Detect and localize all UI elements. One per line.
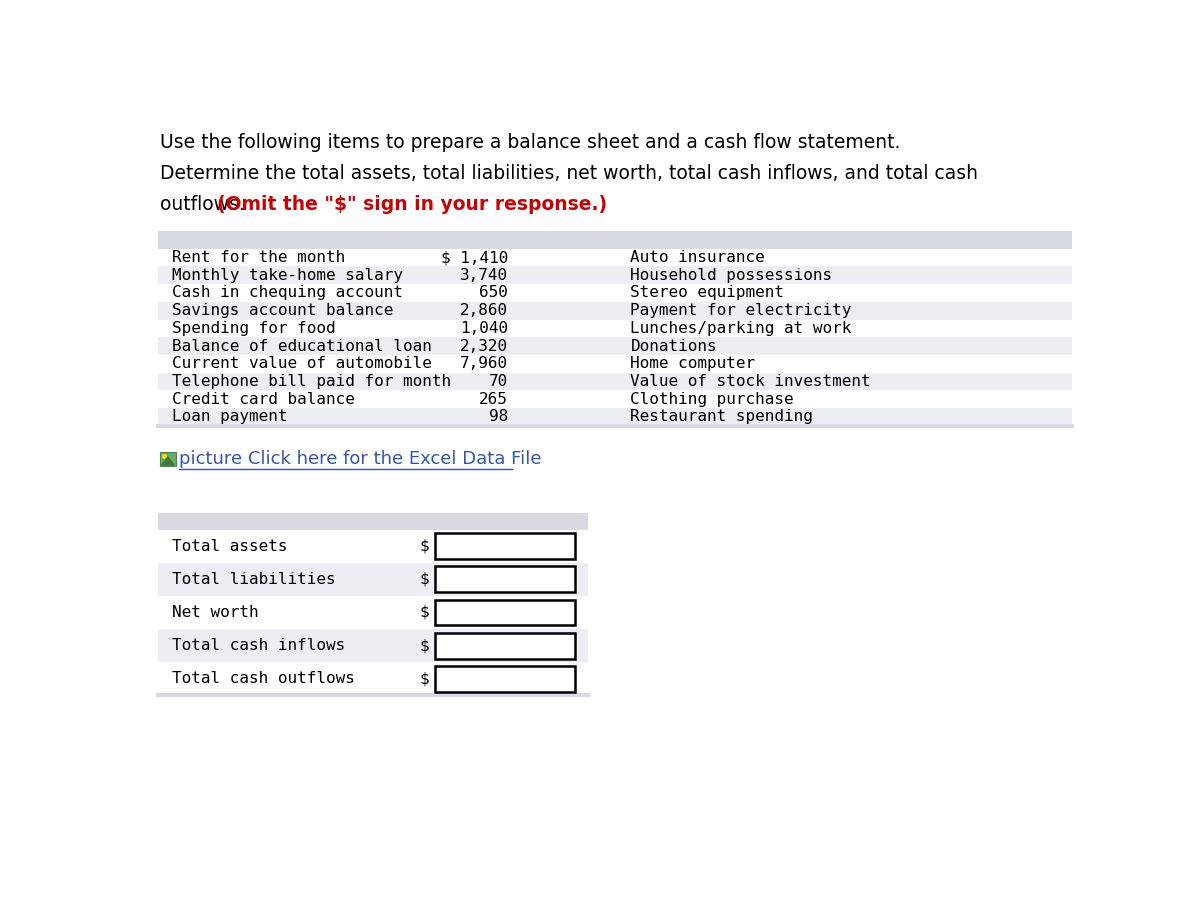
Text: $: $ xyxy=(420,638,430,653)
Text: Total cash inflows: Total cash inflows xyxy=(172,638,344,653)
Text: Telephone bill paid for month: Telephone bill paid for month xyxy=(172,374,451,389)
Text: Total assets: Total assets xyxy=(172,539,287,554)
Text: Determine the total assets, total liabilities, net worth, total cash inflows, an: Determine the total assets, total liabil… xyxy=(160,164,978,183)
Text: Stereo equipment: Stereo equipment xyxy=(630,286,785,301)
Bar xyxy=(436,600,575,625)
Text: 70: 70 xyxy=(488,374,508,389)
Text: Spending for food: Spending for food xyxy=(172,321,335,336)
Text: Lunches/parking at work: Lunches/parking at work xyxy=(630,321,852,336)
Bar xyxy=(157,284,1073,302)
Text: 2,320: 2,320 xyxy=(460,339,508,354)
Bar xyxy=(436,567,575,593)
Text: Net worth: Net worth xyxy=(172,605,258,620)
Text: Credit card balance: Credit card balance xyxy=(172,392,354,407)
Text: Restaurant spending: Restaurant spending xyxy=(630,409,814,425)
Bar xyxy=(436,633,575,658)
Text: outflows.: outflows. xyxy=(160,195,251,214)
Text: Home computer: Home computer xyxy=(630,357,756,371)
Text: Savings account balance: Savings account balance xyxy=(172,304,394,318)
Bar xyxy=(160,452,175,466)
Text: Current value of automobile: Current value of automobile xyxy=(172,357,432,371)
Text: Use the following items to prepare a balance sheet and a cash flow statement.: Use the following items to prepare a bal… xyxy=(160,133,900,152)
Text: $: $ xyxy=(420,572,430,587)
Text: Monthly take-home salary: Monthly take-home salary xyxy=(172,268,403,283)
Bar xyxy=(157,338,1073,355)
Text: picture Click here for the Excel Data File: picture Click here for the Excel Data Fi… xyxy=(179,450,541,468)
Text: $: $ xyxy=(420,605,430,620)
Text: 1,040: 1,040 xyxy=(460,321,508,336)
Text: $: $ xyxy=(420,671,430,686)
Text: Value of stock investment: Value of stock investment xyxy=(630,374,871,389)
Text: Auto insurance: Auto insurance xyxy=(630,250,766,265)
Text: 98: 98 xyxy=(488,409,508,425)
Text: Cash in chequing account: Cash in chequing account xyxy=(172,286,403,301)
Text: Payment for electricity: Payment for electricity xyxy=(630,304,852,318)
Text: Clothing purchase: Clothing purchase xyxy=(630,392,794,407)
Bar xyxy=(157,530,588,563)
Text: Household possessions: Household possessions xyxy=(630,268,833,283)
Text: 265: 265 xyxy=(479,392,508,407)
Text: 7,960: 7,960 xyxy=(460,357,508,371)
Text: $ 1,410: $ 1,410 xyxy=(440,250,508,265)
Bar xyxy=(157,629,588,662)
Text: $: $ xyxy=(420,539,430,554)
Polygon shape xyxy=(162,457,174,465)
Bar xyxy=(436,533,575,559)
Text: Total cash outflows: Total cash outflows xyxy=(172,671,354,686)
Text: Total liabilities: Total liabilities xyxy=(172,572,335,587)
Bar xyxy=(157,563,588,596)
Bar xyxy=(157,267,1073,284)
Bar xyxy=(436,665,575,691)
Bar xyxy=(157,662,588,695)
Bar xyxy=(157,231,1073,249)
Bar xyxy=(157,513,588,530)
Text: 650: 650 xyxy=(479,286,508,301)
Text: (Omit the "$" sign in your response.): (Omit the "$" sign in your response.) xyxy=(217,195,607,214)
Text: 2,860: 2,860 xyxy=(460,304,508,318)
Bar xyxy=(157,373,1073,391)
Text: Rent for the month: Rent for the month xyxy=(172,250,344,265)
Bar xyxy=(157,302,1073,320)
Text: Donations: Donations xyxy=(630,339,718,354)
Bar xyxy=(157,391,1073,408)
Text: Loan payment: Loan payment xyxy=(172,409,287,425)
Bar xyxy=(157,355,1073,373)
Text: Balance of educational loan: Balance of educational loan xyxy=(172,339,432,354)
Bar xyxy=(157,596,588,629)
Bar xyxy=(157,320,1073,338)
Text: 3,740: 3,740 xyxy=(460,268,508,283)
Bar xyxy=(157,249,1073,267)
Bar xyxy=(157,408,1073,426)
